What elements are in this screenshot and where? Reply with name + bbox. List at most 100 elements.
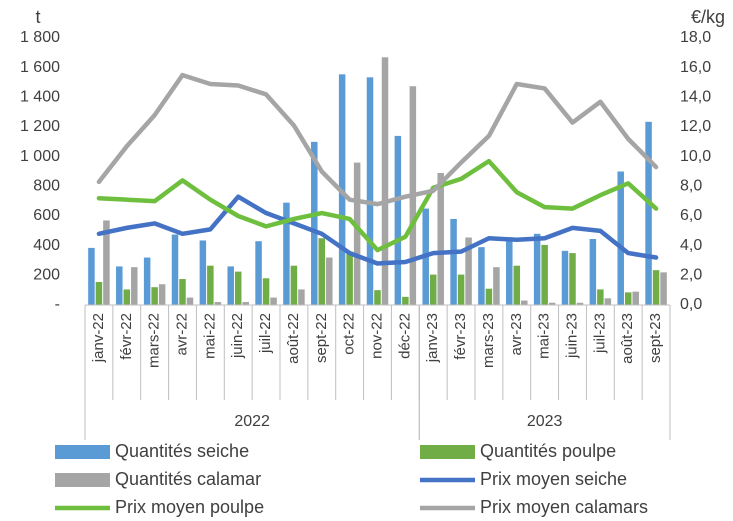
- bar: [123, 289, 131, 305]
- bar: [652, 270, 660, 305]
- bar: [270, 297, 277, 305]
- bar: [318, 238, 326, 305]
- bar: [255, 241, 262, 305]
- bar: [311, 141, 318, 305]
- y2-tick-label: 0,0: [680, 296, 702, 313]
- bar: [624, 292, 632, 305]
- bar: [485, 288, 493, 305]
- x-tick-label: août-22: [285, 313, 302, 364]
- y-unit: t: [35, 7, 40, 27]
- x-tick-label: janv-23: [424, 313, 441, 363]
- bar: [186, 297, 194, 305]
- bar: [561, 250, 569, 305]
- bar: [513, 265, 521, 305]
- x-tick-label: oct-22: [341, 313, 358, 355]
- line: [96, 72, 659, 207]
- x-tick-label: sept-22: [313, 313, 330, 363]
- line: [96, 158, 659, 253]
- group-label: 2023: [527, 413, 563, 430]
- y-tick-label: 1 000: [20, 148, 60, 165]
- bar: [234, 271, 242, 305]
- bar: [645, 121, 652, 305]
- y-tick-label: 600: [33, 207, 60, 224]
- bar: [171, 234, 179, 305]
- y2-tick-label: 4,0: [680, 237, 702, 254]
- bar: [374, 290, 381, 305]
- bar: [589, 238, 597, 305]
- legend-label: Prix moyen poulpe: [115, 497, 264, 517]
- x-tick-label: déc-22: [396, 313, 413, 359]
- bar: [604, 298, 612, 305]
- bar: [290, 265, 298, 305]
- bar: [569, 253, 576, 305]
- line: [96, 194, 659, 266]
- bar: [242, 302, 249, 305]
- y-tick-label: 1 800: [20, 29, 60, 46]
- x-tick-label: sept-23: [647, 313, 664, 363]
- bar: [366, 77, 374, 305]
- bar: [346, 251, 353, 305]
- bar: [262, 278, 270, 305]
- bar: [158, 284, 166, 305]
- bar: [88, 247, 95, 305]
- bar: [151, 287, 158, 305]
- y-tick-label: 1 600: [20, 59, 60, 76]
- bar: [131, 267, 138, 305]
- x-tick-label: févr-23: [452, 313, 469, 360]
- bar: [207, 265, 214, 305]
- y-tick-label: 200: [33, 267, 60, 284]
- bar: [402, 296, 409, 305]
- bar: [493, 267, 500, 305]
- legend-swatch: [55, 445, 110, 459]
- legend-label: Quantités seiche: [115, 441, 249, 461]
- y2-tick-label: 6,0: [680, 207, 702, 224]
- x-tick-label: mai-23: [536, 313, 553, 359]
- bar: [478, 247, 485, 305]
- bar: [617, 171, 624, 305]
- x-tick-label: avr-23: [508, 313, 525, 356]
- y-tick-label: 1 400: [20, 89, 60, 106]
- bar: [143, 257, 151, 305]
- bar: [632, 291, 639, 305]
- y2-tick-label: 16,0: [680, 59, 711, 76]
- bar: [116, 266, 123, 305]
- x-tick-label: juin-22: [229, 313, 246, 359]
- legend-label: Prix moyen calamars: [480, 497, 648, 517]
- bar: [283, 202, 290, 305]
- bar: [227, 266, 234, 305]
- legend-label: Quantités poulpe: [480, 441, 616, 461]
- y2-tick-label: 10,0: [680, 148, 711, 165]
- y2-tick-label: 12,0: [680, 118, 711, 135]
- bar: [450, 218, 457, 305]
- bar: [381, 57, 389, 306]
- y-tick-label: 400: [33, 237, 60, 254]
- bar: [353, 162, 361, 305]
- bar: [394, 135, 402, 305]
- bar: [660, 272, 667, 305]
- x-tick-label: juil-23: [591, 313, 608, 354]
- bar: [199, 240, 207, 305]
- x-tick-label: juin-23: [563, 313, 580, 359]
- legend-label: Quantités calamar: [115, 469, 261, 489]
- bar: [214, 302, 222, 305]
- bar: [506, 238, 513, 305]
- bar: [437, 172, 444, 305]
- bar: [521, 300, 528, 305]
- legend-swatch: [55, 473, 110, 487]
- group-label: 2022: [234, 413, 270, 430]
- y-tick-label: 800: [33, 178, 60, 195]
- x-tick-label: mars-22: [146, 313, 163, 368]
- bar: [326, 257, 333, 305]
- bar: [103, 220, 110, 305]
- bar: [179, 279, 186, 305]
- y2-tick-label: 14,0: [680, 89, 711, 106]
- bar: [533, 233, 541, 305]
- bar: [576, 302, 584, 305]
- x-tick-label: févr-22: [118, 313, 135, 360]
- y2-tick-label: 2,0: [680, 267, 702, 284]
- bar: [298, 289, 305, 305]
- y-tick-label: 1 200: [20, 118, 60, 135]
- bar: [597, 289, 604, 305]
- x-tick-label: mars-23: [480, 313, 497, 368]
